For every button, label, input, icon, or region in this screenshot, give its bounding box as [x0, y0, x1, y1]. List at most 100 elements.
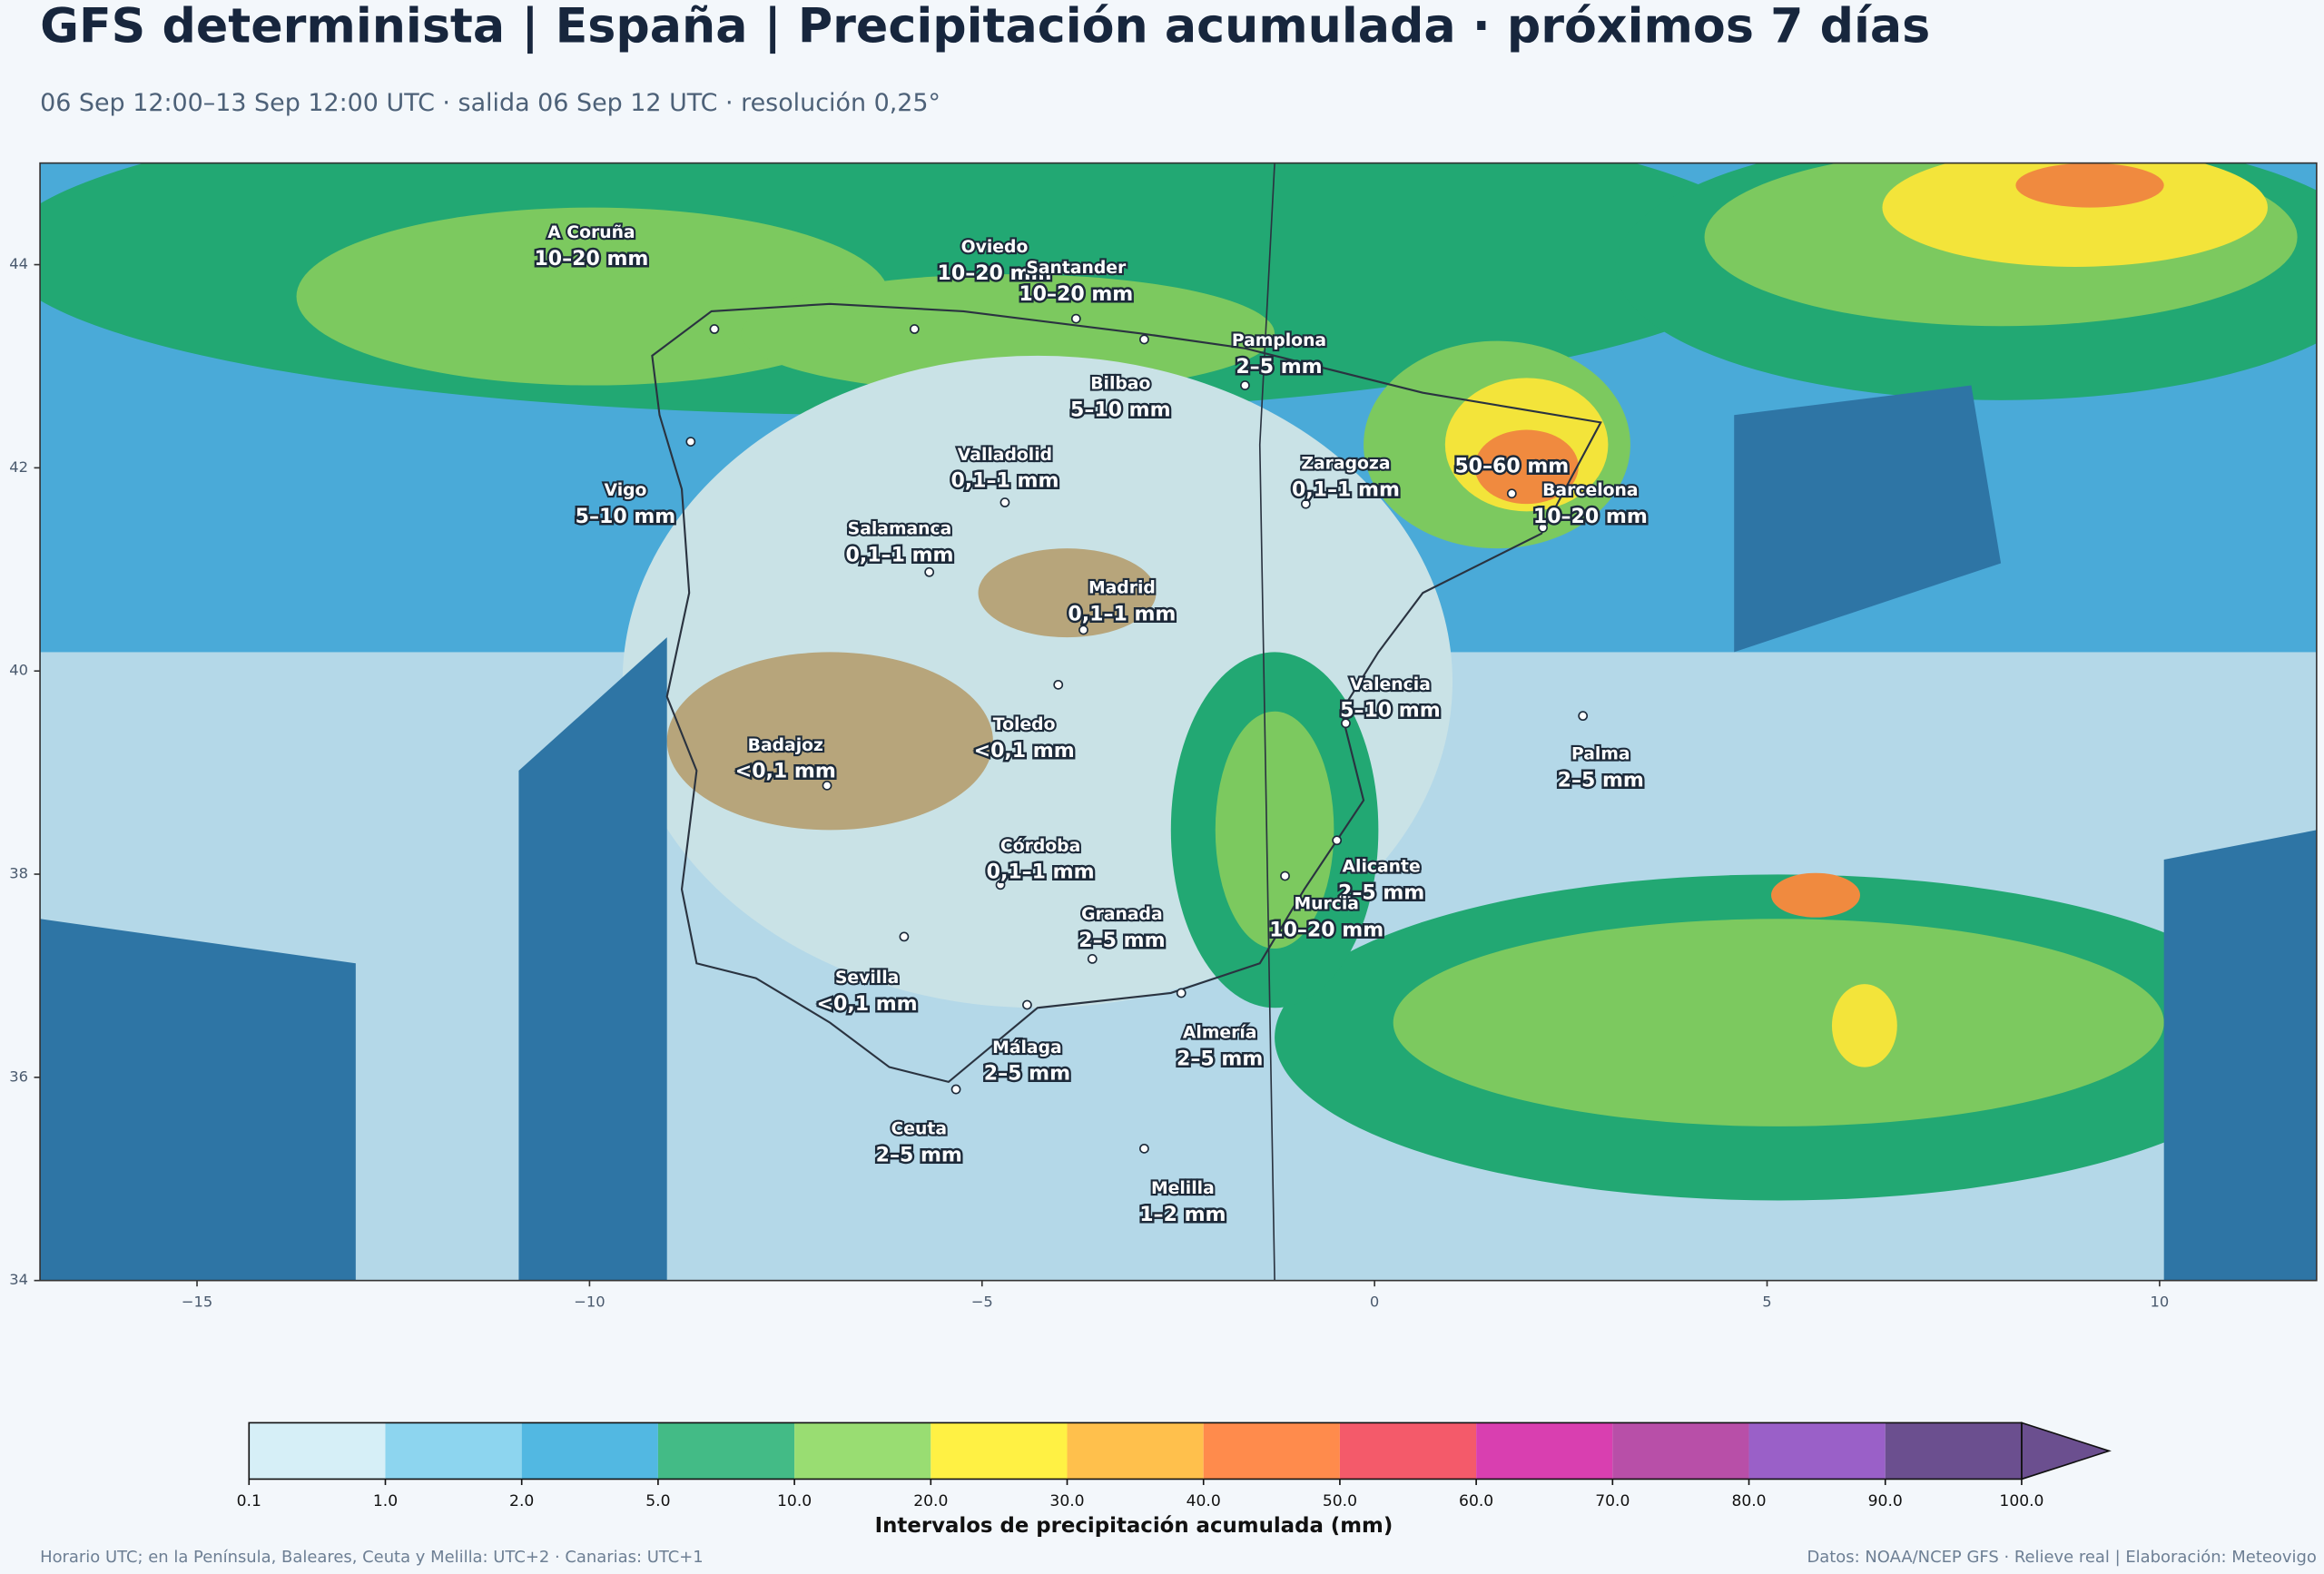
city-value: 0,1–1 mm [1292, 478, 1400, 501]
colorbar-bin [1476, 1422, 1613, 1480]
city-value: 2–5 mm [1177, 1048, 1263, 1070]
city-name: Salamanca [848, 519, 952, 538]
city-dot [1341, 718, 1351, 729]
colorbar-tick-label: 100.0 [1999, 1492, 2043, 1510]
city-dot [1240, 380, 1250, 390]
colorbar-bin [1339, 1422, 1477, 1480]
city-name: Bilbao [1090, 374, 1150, 393]
city-name: Toledo [993, 715, 1056, 734]
colorbar-bin [1612, 1422, 1749, 1480]
city-name: Palma [1571, 745, 1630, 764]
city-name: Córdoba [1000, 837, 1080, 856]
colorbar-bin [1748, 1422, 1886, 1480]
colorbar-bin [521, 1422, 658, 1480]
city-dot [1332, 835, 1343, 846]
colorbar-bin [1203, 1422, 1340, 1480]
colorbar-tick-label: 10.0 [777, 1492, 812, 1510]
y-tick-label: 34 [9, 1271, 28, 1288]
city-name: Alicante [1343, 858, 1421, 877]
colorbar-extend [2021, 1422, 2112, 1481]
colorbar-tick-label: 90.0 [1868, 1492, 1903, 1510]
map-field [40, 162, 2317, 1281]
city-dot [709, 324, 720, 334]
colorbar-tick-label: 50.0 [1323, 1492, 1357, 1510]
city-value: 5–10 mm [576, 506, 676, 528]
x-tick-label: 0 [1370, 1294, 1379, 1311]
city-value: 5–10 mm [1070, 398, 1171, 421]
city-value: 10–20 mm [1533, 506, 1648, 528]
city-dot [685, 437, 696, 447]
city-value: <0,1 mm [974, 740, 1075, 762]
colorbar-bin [794, 1422, 931, 1480]
city-dot [899, 931, 910, 942]
colorbar-bin [931, 1422, 1068, 1480]
city-dot [995, 880, 1006, 890]
city-value: 50–60 mm [1454, 455, 1569, 477]
city-value: 0,1–1 mm [987, 861, 1095, 884]
title: GFS determinista | España | Precipitació… [40, 0, 1930, 54]
city-dot [1053, 679, 1064, 690]
city-value: 10–20 mm [534, 248, 648, 271]
city-dot [1078, 625, 1088, 635]
colorbar-bin [385, 1422, 522, 1480]
city-value: 10–20 mm [938, 262, 1052, 285]
city-dot [924, 566, 935, 577]
city-name: Zaragoza [1301, 455, 1390, 474]
colorbar-tick-label: 2.0 [509, 1492, 534, 1510]
city-dot [1300, 498, 1311, 509]
city-dot [822, 780, 832, 791]
colorbar-bin [1885, 1422, 2022, 1480]
city-name: Oviedo [961, 238, 1029, 257]
city-value: 0,1–1 mm [1068, 604, 1176, 626]
city-value: 2–5 mm [1558, 769, 1644, 792]
city-value: 0,1–1 mm [950, 470, 1059, 493]
city-dot [1087, 954, 1098, 964]
x-tick-label: 10 [2151, 1294, 2170, 1311]
city-value: 2–5 mm [876, 1145, 962, 1167]
colorbar-frame [248, 1422, 2023, 1481]
city-value: 2–5 mm [984, 1063, 1070, 1086]
colorbar-label: Intervalos de precipitación acumulada (m… [875, 1514, 1393, 1538]
colorbar-bin [249, 1422, 386, 1480]
city-value: 2–5 mm [1338, 882, 1424, 905]
city-name: Melilla [1151, 1179, 1215, 1198]
city-dot [1139, 334, 1149, 345]
x-tick-label: 5 [1762, 1294, 1771, 1311]
city-value: <0,1 mm [817, 993, 918, 1016]
city-name: A Coruña [547, 223, 635, 242]
colorbar-tick-label: 70.0 [1595, 1492, 1630, 1510]
city-name: Barcelona [1542, 481, 1638, 500]
city-value: <0,1 mm [735, 761, 836, 783]
city-name: Pamplona [1232, 331, 1326, 350]
colorbar-tick-label: 30.0 [1049, 1492, 1084, 1510]
x-tick-label: −15 [182, 1294, 212, 1311]
subtitle: 06 Sep 12:00–13 Sep 12:00 UTC · salida 0… [40, 89, 940, 117]
x-tick-label: −5 [971, 1294, 993, 1311]
city-name: Madrid [1088, 579, 1156, 598]
colorbar-tick-label: 40.0 [1187, 1492, 1221, 1510]
colorbar-tick-label: 0.1 [237, 1492, 261, 1510]
city-name: Granada [1081, 905, 1162, 924]
city-value: 10–20 mm [1269, 919, 1384, 941]
city-dot [1000, 497, 1010, 507]
colorbar-tick-label: 20.0 [913, 1492, 948, 1510]
city-dot [1538, 522, 1548, 533]
city-dot [1022, 999, 1032, 1010]
city-dot [909, 324, 920, 334]
city-dot [1139, 1143, 1149, 1154]
city-name: Murcia [1294, 894, 1359, 913]
y-tick-label: 40 [9, 662, 28, 679]
footer-right: Datos: NOAA/NCEP GFS · Relieve real | El… [1807, 1548, 2316, 1567]
footer-left: Horario UTC; en la Península, Baleares, … [40, 1548, 704, 1567]
city-dot [950, 1084, 961, 1095]
colorbar-bin [657, 1422, 795, 1480]
colorbar-tick-label: 60.0 [1459, 1492, 1493, 1510]
y-tick-label: 38 [9, 865, 28, 882]
city-name: Valladolid [958, 446, 1052, 465]
colorbar-tick-label: 80.0 [1731, 1492, 1766, 1510]
city-name: Vigo [605, 481, 647, 500]
colorbar-tick-label: 1.0 [373, 1492, 398, 1510]
city-dot [1070, 313, 1081, 324]
